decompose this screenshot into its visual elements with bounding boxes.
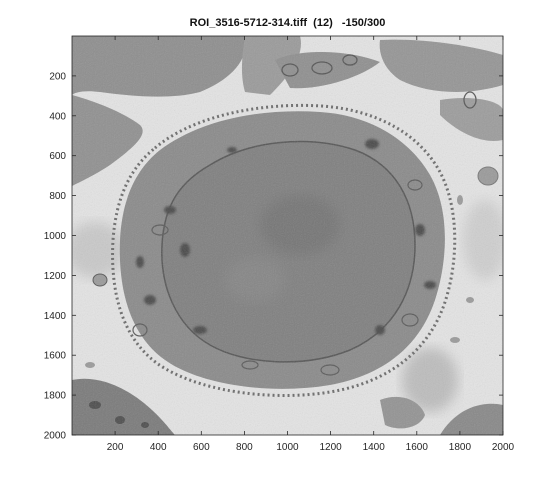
micrograph-image	[72, 36, 503, 435]
axes-frame: 200 400 600 800 1000 1200 1400 1600 1800 2000 200 4…	[44, 35, 515, 453]
y-tick-label: 600	[49, 151, 66, 162]
y-tick-label: 1600	[44, 351, 67, 362]
x-tick-label: 1200	[319, 442, 342, 453]
y-tick-label: 200	[49, 71, 66, 82]
y-tick-label: 800	[49, 191, 66, 202]
y-tick-label: 1200	[44, 271, 67, 282]
y-tick-label: 2000	[44, 431, 67, 442]
y-tick-label: 400	[49, 111, 66, 122]
x-tick-label: 1400	[363, 442, 386, 453]
y-tick-label: 1000	[44, 231, 67, 242]
y-tick-label: 1800	[44, 391, 67, 402]
x-tick-label: 400	[150, 442, 167, 453]
x-tick-label: 1600	[406, 442, 429, 453]
x-tick-label: 800	[236, 442, 253, 453]
y-tick-label: 1400	[44, 311, 67, 322]
x-tick-label: 1800	[449, 442, 472, 453]
x-tick-label: 2000	[492, 442, 515, 453]
figure-title: ROI_3516-5712-314.tiff (12) -150/300	[189, 17, 386, 29]
x-tick-label: 1000	[276, 442, 299, 453]
x-tick-label: 200	[107, 442, 124, 453]
x-tick-label: 600	[193, 442, 210, 453]
